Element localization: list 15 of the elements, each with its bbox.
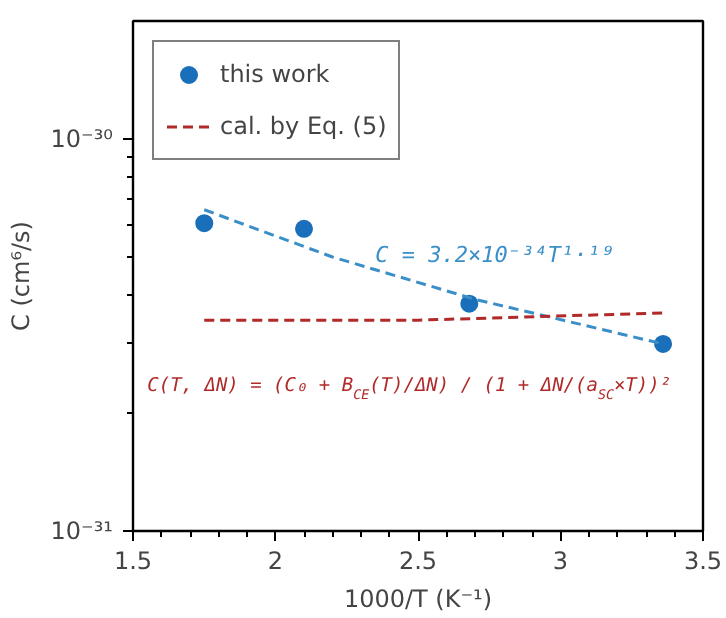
x-tick-label: 2 bbox=[267, 547, 284, 575]
point bbox=[295, 219, 313, 238]
x-tick-label: 3.5 bbox=[683, 547, 723, 575]
x-tick-label: 1.5 bbox=[113, 547, 153, 575]
x-axis-title: 1000/T (K⁻¹) bbox=[343, 585, 493, 613]
legend-label: this work bbox=[220, 60, 330, 88]
x-tick-label: 3 bbox=[552, 547, 569, 575]
y-tick-label: 10⁻³¹ bbox=[50, 517, 114, 545]
y-tick-label: 10⁻³⁰ bbox=[50, 125, 114, 153]
y-axis-title: C (cm⁶/s) bbox=[6, 221, 35, 331]
legend-label: cal. by Eq. (5) bbox=[220, 112, 387, 140]
point bbox=[654, 334, 673, 353]
point bbox=[195, 214, 214, 233]
annotation: C = 3.2×10⁻³⁴T¹·¹⁹ bbox=[375, 241, 614, 268]
x-tick-label: 2.5 bbox=[398, 547, 438, 575]
